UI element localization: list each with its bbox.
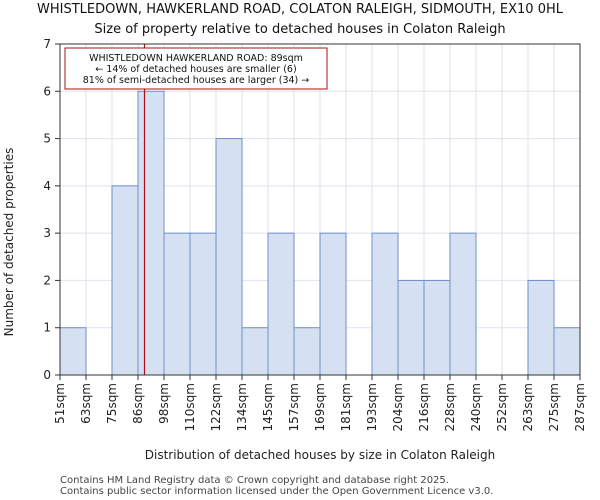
annotation-line-3: 81% of semi-detached houses are larger (… <box>83 75 310 86</box>
x-tick-label: 228sqm <box>443 383 457 431</box>
footer-line-1: Contains HM Land Registry data © Crown c… <box>60 475 449 486</box>
chart-title: WHISTLEDOWN, HAWKERLAND ROAD, COLATON RA… <box>37 2 564 17</box>
bar-169sqm <box>319 232 347 376</box>
bars-layer <box>59 90 581 376</box>
bar-263sqm <box>527 279 555 376</box>
bar-204sqm <box>397 279 425 376</box>
y-tick-label: 5 <box>43 132 51 146</box>
annotation-box: WHISTLEDOWN HAWKERLAND ROAD: 89sqm ← 14%… <box>64 47 328 90</box>
annotation-line-2: ← 14% of detached houses are smaller (6) <box>95 64 296 75</box>
footer-line-2: Contains public sector information licen… <box>60 486 493 497</box>
x-tick-label: 51sqm <box>53 383 67 424</box>
y-tick-label: 0 <box>43 368 51 382</box>
x-tick-label: 145sqm <box>261 383 275 431</box>
y-tick-label: 2 <box>43 273 51 287</box>
x-tick-label: 263sqm <box>521 383 535 431</box>
bar-51sqm <box>59 327 87 376</box>
x-tick-label: 110sqm <box>183 383 197 431</box>
y-tick-label: 1 <box>43 321 51 335</box>
bar-145sqm <box>267 232 295 376</box>
x-tick-label: 86sqm <box>131 383 145 424</box>
x-tick-label: 157sqm <box>287 383 301 431</box>
bar-228sqm <box>449 232 477 376</box>
x-tick-label: 193sqm <box>365 383 379 431</box>
y-tick-label: 6 <box>43 84 51 98</box>
y-tick-label: 3 <box>43 226 51 240</box>
bar-275sqm <box>553 327 581 376</box>
x-tick-label: 169sqm <box>313 383 327 431</box>
bar-216sqm <box>423 279 451 376</box>
bar-134sqm <box>241 327 269 376</box>
chart-subtitle: Size of property relative to detached ho… <box>94 22 505 37</box>
x-tick-label: 275sqm <box>547 383 561 431</box>
x-tick-label: 75sqm <box>105 383 119 424</box>
x-tick-label: 134sqm <box>235 383 249 431</box>
y-tick-label: 7 <box>43 37 51 51</box>
y-tick-label: 4 <box>43 179 51 193</box>
bar-193sqm <box>371 232 399 376</box>
x-axis-ticks: 51sqm 63sqm 75sqm 86sqm 98sqm 110sqm 122sqm 134… <box>53 375 587 431</box>
x-tick-label: 122sqm <box>209 383 223 431</box>
y-axis-label: Number of detached properties <box>2 148 16 337</box>
x-tick-label: 240sqm <box>469 383 483 431</box>
annotation-line-1: WHISTLEDOWN HAWKERLAND ROAD: 89sqm <box>89 53 303 64</box>
x-tick-label: 181sqm <box>339 383 353 431</box>
bar-122sqm <box>215 138 243 376</box>
x-axis-label: Distribution of detached houses by size … <box>145 448 495 462</box>
x-tick-label: 63sqm <box>79 383 93 424</box>
x-tick-label: 204sqm <box>391 383 405 431</box>
x-tick-label: 287sqm <box>573 383 587 431</box>
x-tick-label: 252sqm <box>495 383 509 431</box>
x-tick-label: 216sqm <box>417 383 431 431</box>
bar-98sqm <box>163 232 191 376</box>
bar-157sqm <box>293 327 321 376</box>
y-axis-ticks: 0 1 2 3 4 5 6 7 <box>43 37 60 382</box>
bar-110sqm <box>189 232 217 376</box>
bar-75sqm <box>111 185 139 376</box>
x-tick-label: 98sqm <box>157 383 171 424</box>
bar-86sqm <box>137 90 165 376</box>
